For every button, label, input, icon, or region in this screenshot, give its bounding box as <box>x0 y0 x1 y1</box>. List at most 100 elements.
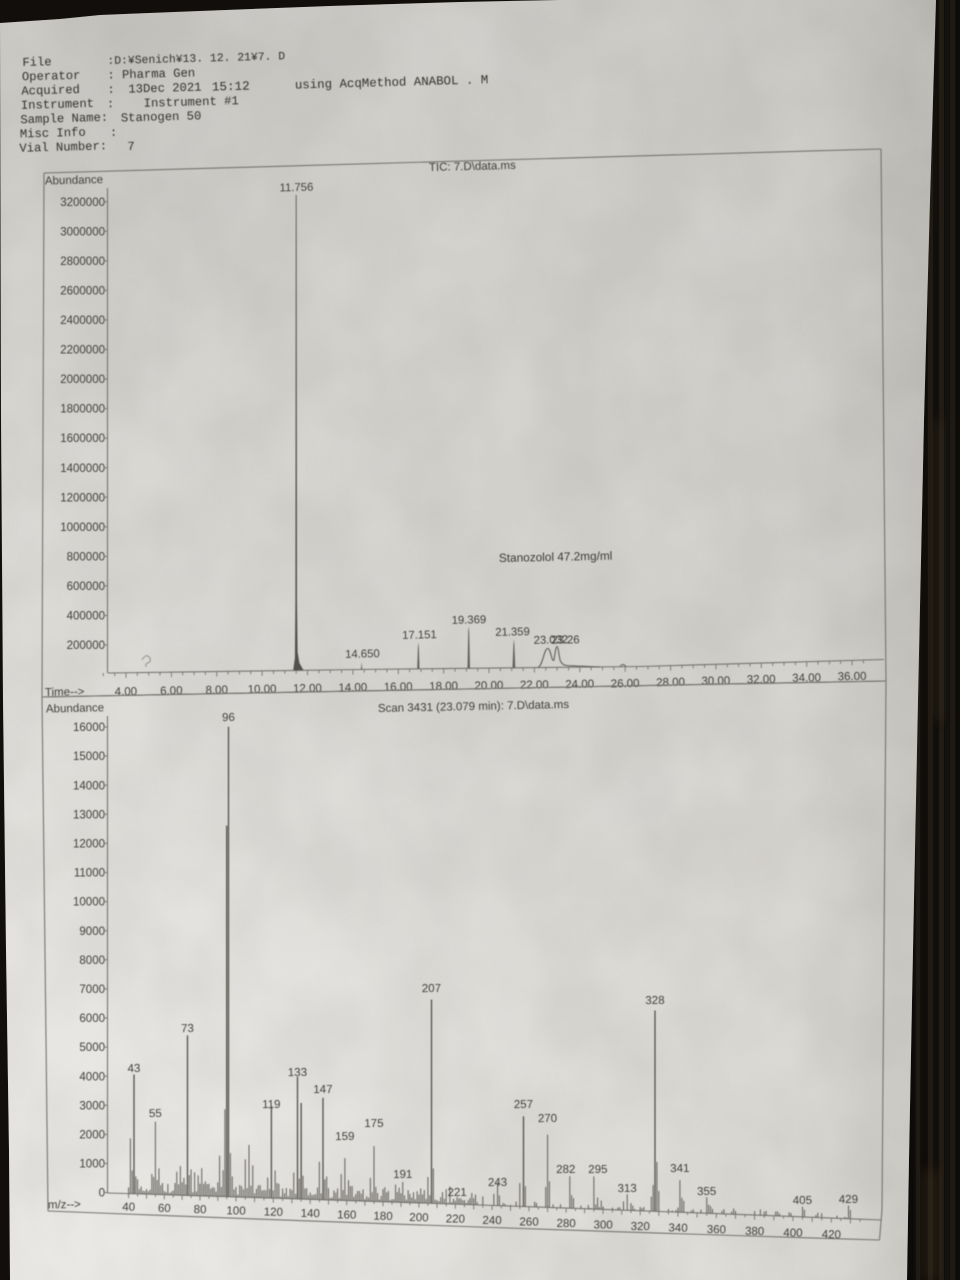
svg-text:19.369: 19.369 <box>452 614 487 627</box>
svg-text:2000: 2000 <box>79 1130 105 1142</box>
svg-text:220: 220 <box>446 1213 465 1225</box>
svg-text:360: 360 <box>707 1224 726 1236</box>
svg-text:23.032: 23.032 <box>534 634 569 647</box>
svg-text:5000: 5000 <box>79 1042 105 1054</box>
svg-text:16000: 16000 <box>73 722 105 734</box>
svg-text:355: 355 <box>697 1186 716 1198</box>
svg-text:270: 270 <box>538 1113 557 1125</box>
svg-text:6.00: 6.00 <box>160 685 183 697</box>
svg-text:8.00: 8.00 <box>205 684 228 696</box>
svg-text:16.00: 16.00 <box>384 681 413 694</box>
svg-text:3200000: 3200000 <box>60 197 105 209</box>
svg-text:341: 341 <box>670 1163 689 1175</box>
svg-text:12.00: 12.00 <box>293 683 322 696</box>
svg-text:1200000: 1200000 <box>60 492 105 504</box>
svg-text:11.756: 11.756 <box>279 182 313 195</box>
svg-text:328: 328 <box>645 995 664 1007</box>
svg-text:17.151: 17.151 <box>402 629 437 642</box>
svg-text:Time-->: Time--> <box>45 686 85 699</box>
svg-text:147: 147 <box>313 1084 332 1096</box>
svg-text:10.00: 10.00 <box>248 684 277 697</box>
svg-text:1000: 1000 <box>79 1159 105 1171</box>
svg-text:600000: 600000 <box>67 581 105 593</box>
svg-text:2400000: 2400000 <box>60 315 105 327</box>
svg-text:2600000: 2600000 <box>60 286 105 298</box>
svg-text:257: 257 <box>514 1099 533 1111</box>
svg-text:180: 180 <box>373 1211 392 1223</box>
svg-text:159: 159 <box>335 1131 354 1143</box>
svg-text:14.650: 14.650 <box>345 648 380 661</box>
svg-text:6000: 6000 <box>79 1013 105 1025</box>
svg-text:295: 295 <box>588 1164 607 1176</box>
svg-text:Abundance: Abundance <box>45 174 103 187</box>
svg-text:TIC: 7.D\data.ms: TIC: 7.D\data.ms <box>429 160 516 174</box>
svg-text:313: 313 <box>617 1183 636 1195</box>
svg-text:3000000: 3000000 <box>60 226 105 238</box>
svg-text:28.00: 28.00 <box>656 677 685 690</box>
svg-text:18.00: 18.00 <box>429 681 458 694</box>
svg-text:175: 175 <box>364 1118 383 1130</box>
svg-text::: : <box>107 97 115 111</box>
svg-text:24.00: 24.00 <box>565 679 594 692</box>
svg-text:8000: 8000 <box>79 955 105 967</box>
svg-text:420: 420 <box>822 1229 841 1241</box>
svg-text:4.00: 4.00 <box>115 686 138 698</box>
svg-text:34.00: 34.00 <box>792 672 821 685</box>
svg-text:55: 55 <box>149 1108 162 1120</box>
svg-text:300: 300 <box>593 1219 612 1231</box>
svg-text:20.00: 20.00 <box>474 680 503 693</box>
svg-text:12000: 12000 <box>73 839 105 851</box>
svg-text:13Dec 2021: 13Dec 2021 <box>128 81 202 97</box>
svg-text:280: 280 <box>556 1218 575 1230</box>
svg-text:119: 119 <box>262 1099 281 1111</box>
svg-text:30.00: 30.00 <box>701 675 730 688</box>
svg-text:7000: 7000 <box>79 984 105 996</box>
svg-text:120: 120 <box>264 1207 283 1219</box>
svg-text:340: 340 <box>668 1222 687 1234</box>
svg-text:Instrument #1: Instrument #1 <box>144 94 239 111</box>
svg-text:73: 73 <box>181 1023 194 1035</box>
svg-text:40: 40 <box>122 1201 135 1213</box>
svg-text:282: 282 <box>556 1164 575 1176</box>
svg-text:Stanogen 50: Stanogen 50 <box>121 109 202 125</box>
svg-text:3000: 3000 <box>79 1100 105 1112</box>
svg-text:15000: 15000 <box>73 751 105 763</box>
svg-text:2200000: 2200000 <box>60 345 105 357</box>
svg-text:80: 80 <box>194 1204 207 1216</box>
svg-text::D:¥Senich¥13. 12. 21¥7. D: :D:¥Senich¥13. 12. 21¥7. D <box>107 51 285 68</box>
svg-text:243: 243 <box>488 1177 507 1189</box>
svg-text:2000000: 2000000 <box>60 374 105 386</box>
svg-text:Misc Info: Misc Info <box>20 126 86 142</box>
svg-text:14000: 14000 <box>73 780 105 792</box>
svg-text:96: 96 <box>222 712 235 724</box>
svg-text:240: 240 <box>482 1215 501 1227</box>
svg-text:400: 400 <box>783 1227 802 1239</box>
svg-text:7: 7 <box>127 140 135 154</box>
svg-text:Sample Name:: Sample Name: <box>20 111 108 127</box>
svg-text:429: 429 <box>839 1194 858 1206</box>
svg-text:23.26: 23.26 <box>551 634 580 647</box>
svg-text:405: 405 <box>793 1195 812 1207</box>
svg-text:Vial Number:: Vial Number: <box>19 139 107 155</box>
svg-text:Scan 3431 (23.079 min): 7.D\da: Scan 3431 (23.079 min): 7.D\data.ms <box>378 699 570 715</box>
svg-text:100: 100 <box>226 1205 245 1217</box>
svg-text:200: 200 <box>409 1212 428 1224</box>
svg-text:207: 207 <box>422 983 441 995</box>
svg-text:13000: 13000 <box>73 809 105 821</box>
svg-text:Instrument: Instrument <box>21 97 95 113</box>
svg-text:32.00: 32.00 <box>747 674 776 687</box>
svg-text:0: 0 <box>99 1188 105 1200</box>
svg-text:File: File <box>22 55 52 70</box>
svg-text:Stanozolol 47.2mg/ml: Stanozolol 47.2mg/ml <box>499 549 613 565</box>
svg-text:140: 140 <box>301 1208 320 1220</box>
svg-text:15:12: 15:12 <box>212 80 250 95</box>
svg-text:36.00: 36.00 <box>838 671 867 684</box>
svg-text:133: 133 <box>288 1067 307 1079</box>
svg-text:Acquired: Acquired <box>21 83 80 99</box>
svg-text:9000: 9000 <box>79 926 105 938</box>
svg-text:: Pharma Gen: : Pharma Gen <box>107 66 195 82</box>
svg-text:380: 380 <box>745 1226 764 1238</box>
svg-text:22.00: 22.00 <box>520 679 549 692</box>
svg-text:191: 191 <box>393 1169 412 1181</box>
svg-text:160: 160 <box>337 1209 356 1221</box>
